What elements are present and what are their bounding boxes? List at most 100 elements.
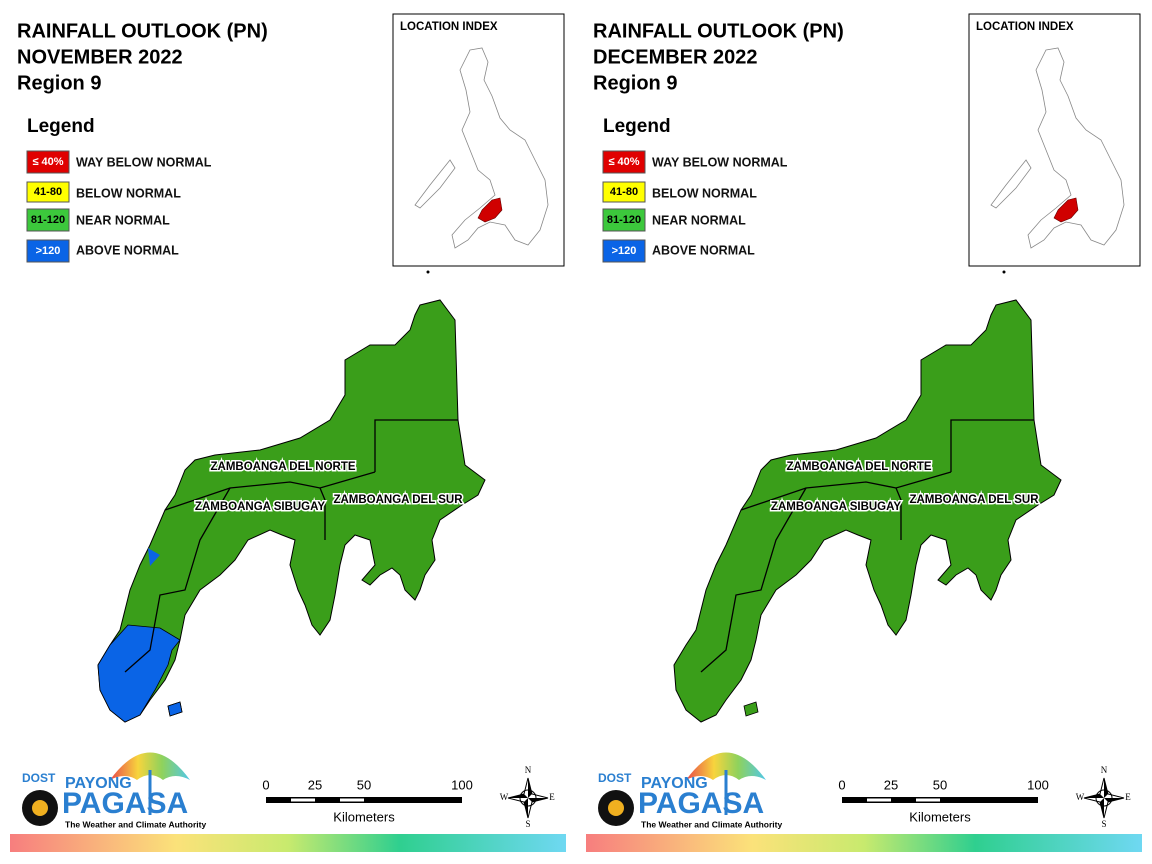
- swatch-label: 41-80: [610, 186, 638, 198]
- boundary: [124, 487, 231, 673]
- swatch-label: ≤ 40%: [32, 156, 63, 168]
- above-normal-area: [97, 548, 183, 723]
- logo-seal: [608, 800, 624, 816]
- swatch-label: 81-120: [607, 214, 641, 226]
- location-index-label: LOCATION INDEX: [400, 21, 498, 33]
- region-map: [673, 299, 1062, 723]
- swatch: [602, 150, 646, 174]
- logo-tagline: The Weather and Climate Authority: [65, 819, 206, 829]
- province-label: ZAMBOANGA SIBUGAY: [195, 501, 325, 513]
- island: [743, 701, 759, 717]
- logo-text: PAGASA: [638, 787, 764, 820]
- legend-label: NEAR NORMAL: [76, 213, 170, 227]
- compass-label: W: [1076, 792, 1085, 802]
- legend-label: WAY BELOW NORMAL: [76, 155, 212, 169]
- swatch: [26, 208, 70, 232]
- compass: [1084, 778, 1124, 818]
- legend-label: ABOVE NORMAL: [652, 243, 755, 257]
- swatch: [26, 150, 70, 174]
- boundary: [950, 419, 1034, 472]
- islet: [426, 270, 430, 274]
- scale-label: 50: [933, 777, 947, 792]
- scale-label: 25: [308, 777, 322, 792]
- logo-seal: [32, 800, 48, 816]
- scale-bar: [291, 798, 315, 802]
- legend-title: Legend: [27, 116, 95, 137]
- title: Region 9: [593, 72, 677, 94]
- compass-label: W: [500, 792, 509, 802]
- above-normal-zone: [97, 624, 181, 723]
- compass: [508, 778, 548, 818]
- swatch: [602, 239, 646, 263]
- index-highlight: [477, 197, 503, 223]
- boundary: [374, 419, 458, 472]
- compass-label: S: [1101, 819, 1106, 829]
- province-label: ZAMBOANGA DEL SUR: [333, 494, 463, 506]
- compass-label: N: [1101, 765, 1108, 775]
- swatch: [602, 208, 646, 232]
- title: RAINFALL OUTLOOK (PN): [17, 20, 268, 42]
- scale-label: 0: [262, 777, 269, 792]
- logo-umbrella: [686, 752, 766, 780]
- logo-tagline: The Weather and Climate Authority: [641, 819, 782, 829]
- boundary: [700, 487, 807, 673]
- legend-label: BELOW NORMAL: [76, 186, 181, 200]
- title: NOVEMBER 2022: [17, 46, 183, 68]
- swatch: [26, 239, 70, 263]
- legend-label: BELOW NORMAL: [652, 186, 757, 200]
- location-index-label: LOCATION INDEX: [976, 21, 1074, 33]
- boundary: [319, 487, 326, 540]
- province-label: ZAMBOANGA DEL NORTE: [210, 461, 355, 473]
- logo-text: PAYONG: [65, 775, 132, 792]
- title: RAINFALL OUTLOOK (PN): [593, 20, 844, 42]
- index-map: [451, 47, 549, 249]
- above-normal-zone: [148, 548, 160, 566]
- swatch-label: >120: [36, 245, 61, 257]
- scale-label: 25: [884, 777, 898, 792]
- province-label: ZAMBOANGA DEL SUR: [909, 494, 1039, 506]
- compass: [1095, 789, 1113, 807]
- scale-bar: [340, 798, 364, 802]
- swatch-label: 81-120: [31, 214, 65, 226]
- boundary: [164, 471, 376, 511]
- index-map: [414, 159, 456, 209]
- logo-agency: DOST: [22, 771, 56, 785]
- legend-title: Legend: [603, 116, 671, 137]
- title: DECEMBER 2022: [593, 46, 758, 68]
- logo-agency: DOST: [598, 771, 632, 785]
- scale-label: 100: [451, 777, 473, 792]
- boundary: [895, 487, 902, 540]
- swatch-label: ≤ 40%: [608, 156, 639, 168]
- index-map: [990, 159, 1032, 209]
- color-strip: [10, 834, 566, 852]
- scale-label: 100: [1027, 777, 1049, 792]
- compass: [519, 789, 537, 807]
- boundary: [740, 471, 952, 511]
- logo-umbrella: [110, 752, 190, 780]
- province-label: ZAMBOANGA SIBUGAY: [771, 501, 901, 513]
- legend-label: WAY BELOW NORMAL: [652, 155, 788, 169]
- swatch-label: 41-80: [34, 186, 62, 198]
- compass-label: E: [1125, 792, 1131, 802]
- logo-text: PAGASA: [62, 787, 188, 820]
- island: [167, 701, 183, 717]
- islet: [1002, 270, 1006, 274]
- scale-bar: [867, 798, 891, 802]
- logo-text: PAYONG: [641, 775, 708, 792]
- region-map: [97, 299, 486, 723]
- province-label: ZAMBOANGA DEL NORTE: [786, 461, 931, 473]
- index-map: [1027, 47, 1125, 249]
- legend-label: ABOVE NORMAL: [76, 243, 179, 257]
- panel: RAINFALL OUTLOOK (PN) DECEMBER 2022 Regi…: [586, 13, 1142, 852]
- swatch: [602, 181, 646, 203]
- index-highlight: [1053, 197, 1079, 223]
- swatch-label: >120: [612, 245, 637, 257]
- compass-label: N: [525, 765, 532, 775]
- scale-label: 50: [357, 777, 371, 792]
- compass-label: S: [525, 819, 530, 829]
- panel: RAINFALL OUTLOOK (PN) NOVEMBER 2022 Regi…: [10, 13, 566, 852]
- title: Region 9: [17, 72, 101, 94]
- scale-unit: Kilometers: [909, 809, 971, 824]
